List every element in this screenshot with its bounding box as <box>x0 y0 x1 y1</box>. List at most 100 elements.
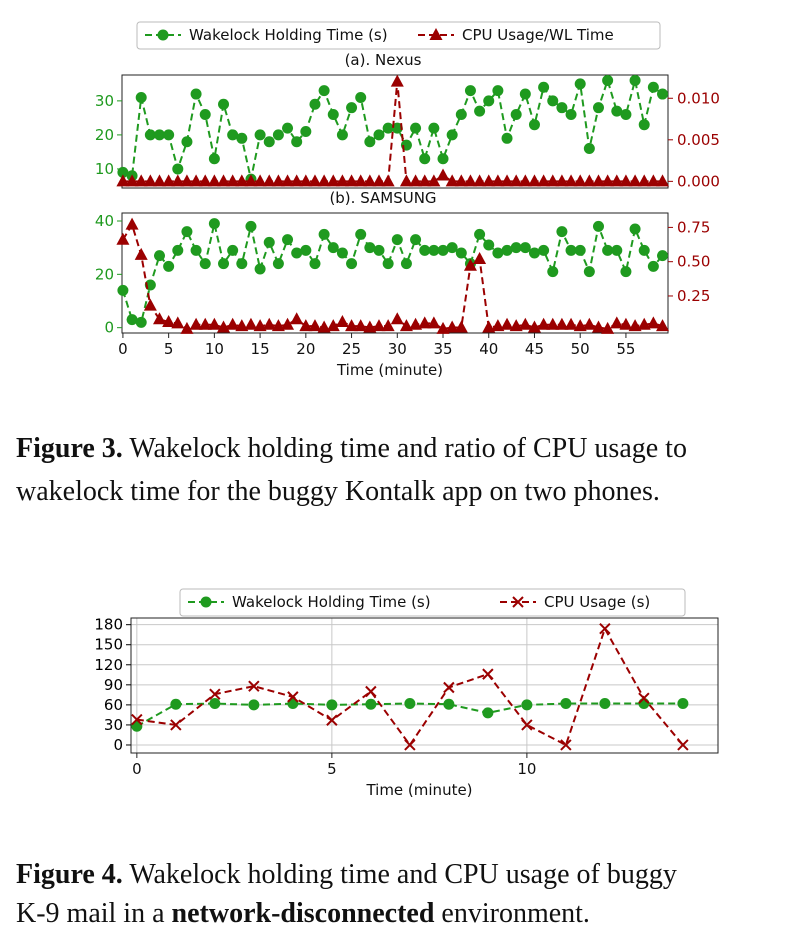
point <box>116 232 130 245</box>
point <box>482 707 494 719</box>
y2-tick-label: 0.000 <box>677 172 720 190</box>
point <box>492 85 504 97</box>
point <box>463 258 477 271</box>
point <box>326 319 340 332</box>
point <box>591 320 605 333</box>
figure-4-caption-line: K-9 mail in a network-disconnected envir… <box>16 898 590 929</box>
point <box>474 105 486 117</box>
point <box>602 74 614 86</box>
legend-marker <box>429 28 443 40</box>
point <box>381 174 395 187</box>
point <box>443 698 455 710</box>
point <box>564 174 578 187</box>
point <box>262 317 276 330</box>
chart: 0 30 60 90 120 150 180 0 5 10 Time (minute) Wakeloc… <box>94 588 719 799</box>
x-tick-label: 10 <box>205 340 224 358</box>
point <box>235 319 249 332</box>
point <box>291 136 303 148</box>
point <box>152 174 166 187</box>
point <box>287 691 299 703</box>
point <box>198 317 212 330</box>
point <box>482 174 496 187</box>
y2-tick-label: 0.50 <box>677 253 710 271</box>
point <box>428 244 440 256</box>
point <box>610 174 624 187</box>
point <box>483 239 495 251</box>
y-tick-label: 20 <box>95 265 114 283</box>
point <box>134 174 148 187</box>
point <box>657 250 669 262</box>
point <box>560 698 572 710</box>
point <box>271 319 285 332</box>
point <box>254 129 266 141</box>
point <box>399 174 413 187</box>
point <box>171 316 185 329</box>
point <box>573 319 587 332</box>
point <box>546 174 560 187</box>
point <box>227 129 239 141</box>
point <box>170 719 182 731</box>
legend-label: CPU Usage/WL Time <box>462 26 614 44</box>
point <box>335 315 349 328</box>
y-tick-label: 60 <box>104 696 123 714</box>
point <box>364 242 376 254</box>
point <box>418 316 432 329</box>
plot-frame <box>121 212 669 334</box>
point <box>170 698 182 710</box>
x-axis-label: Time (minute) <box>336 361 443 379</box>
point <box>573 174 587 187</box>
point <box>399 319 413 332</box>
point <box>391 122 403 134</box>
x-tick-label: 40 <box>479 340 498 358</box>
x-tick-label: 20 <box>296 340 315 358</box>
point <box>404 698 416 710</box>
point <box>619 174 633 187</box>
point <box>437 244 449 256</box>
point <box>482 668 494 680</box>
point <box>638 244 650 256</box>
point <box>126 314 138 326</box>
plot-frame <box>121 74 669 189</box>
point <box>574 244 586 256</box>
point <box>317 320 331 333</box>
point <box>455 247 467 259</box>
subplot-title: (b). SAMSUNG <box>329 189 436 207</box>
point <box>521 719 533 731</box>
point <box>326 699 338 711</box>
point <box>620 266 632 278</box>
x-tick-label: 45 <box>525 340 544 358</box>
point <box>547 266 559 278</box>
point <box>620 108 632 120</box>
point <box>143 298 157 311</box>
point <box>189 317 203 330</box>
point <box>117 166 129 178</box>
point <box>418 174 432 187</box>
chart: 10 20 30 0.000 0.005 0.010 (a). Nexus Wakelock … <box>95 21 720 190</box>
point <box>372 319 386 332</box>
legend-label: Wakelock Holding Time (s) <box>189 26 388 44</box>
point <box>527 174 541 187</box>
point <box>365 698 377 710</box>
point <box>510 242 522 254</box>
point <box>629 223 641 235</box>
point <box>537 174 551 187</box>
point <box>537 317 551 330</box>
caption-text: environment. <box>441 898 590 929</box>
point <box>143 174 157 187</box>
point <box>538 244 550 256</box>
point <box>629 74 641 86</box>
caption-label: Figure 3. <box>16 433 123 464</box>
point <box>153 129 165 141</box>
point <box>518 317 532 330</box>
point <box>326 714 338 726</box>
point <box>583 266 595 278</box>
point <box>365 685 377 698</box>
x-tick-label: 0 <box>118 340 128 358</box>
point <box>163 260 175 272</box>
point <box>547 95 559 107</box>
point <box>474 228 486 240</box>
y-tick-label: 20 <box>95 126 114 144</box>
point <box>335 174 349 187</box>
point <box>281 174 295 187</box>
point <box>317 174 331 187</box>
